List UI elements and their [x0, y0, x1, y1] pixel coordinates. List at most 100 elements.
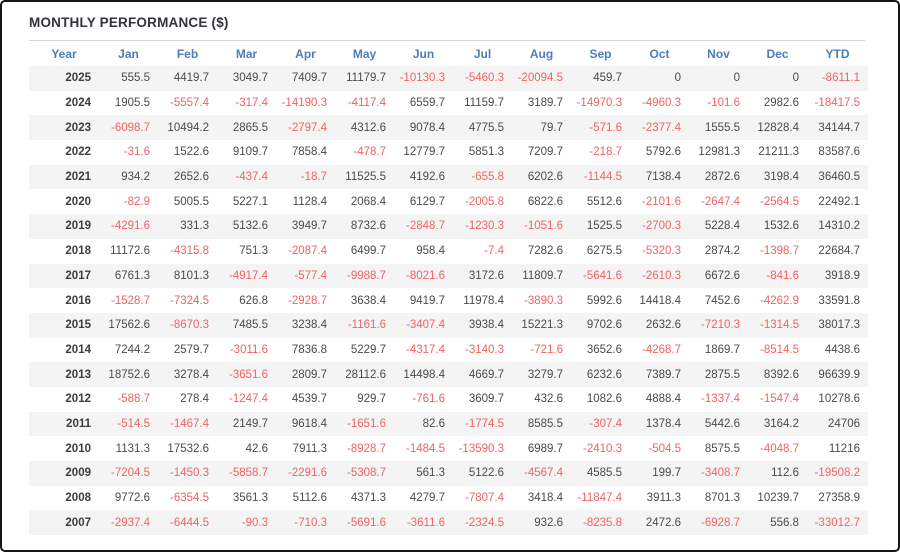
month-value-cell: 10494.2: [158, 115, 217, 140]
month-value-cell: 7244.2: [99, 338, 158, 363]
year-cell: 2008: [29, 486, 99, 511]
month-value-cell: 561.3: [394, 461, 453, 486]
month-value-cell: 9772.6: [99, 486, 158, 511]
ytd-cell: 11216: [807, 436, 868, 461]
month-value-cell: 7836.8: [276, 338, 335, 363]
month-value-cell: -4317.4: [394, 338, 453, 363]
table-row-2021: 2021934.22652.6-437.4-18.711525.54192.6-…: [29, 165, 868, 190]
month-value-cell: 5227.1: [217, 189, 276, 214]
ytd-cell: 24706: [807, 412, 868, 437]
table-row-2015: 201517562.6-8670.37485.53238.4-1161.6-34…: [29, 313, 868, 338]
year-cell: 2015: [29, 313, 99, 338]
column-header-apr: Apr: [276, 41, 335, 66]
ytd-cell: 22684.7: [807, 239, 868, 264]
month-value-cell: -5557.4: [158, 91, 217, 116]
month-value-cell: -4960.3: [630, 91, 689, 116]
table-row-2025: 2025555.54419.73049.77409.711179.7-10130…: [29, 66, 868, 91]
month-value-cell: -307.4: [571, 412, 630, 437]
month-value-cell: 1555.5: [689, 115, 748, 140]
ytd-cell: 22492.1: [807, 189, 868, 214]
ytd-cell: 36460.5: [807, 165, 868, 190]
ytd-cell: -19508.2: [807, 461, 868, 486]
month-value-cell: 15221.3: [512, 313, 571, 338]
column-header-nov: Nov: [689, 41, 748, 66]
month-value-cell: 3652.6: [571, 338, 630, 363]
month-value-cell: 4371.3: [335, 486, 394, 511]
table-row-2016: 2016-1528.7-7324.5626.8-2928.73638.49419…: [29, 288, 868, 313]
year-cell: 2011: [29, 412, 99, 437]
month-value-cell: 11159.7: [453, 91, 512, 116]
month-value-cell: -577.4: [276, 264, 335, 289]
month-value-cell: 12828.4: [748, 115, 807, 140]
month-value-cell: 8585.5: [512, 412, 571, 437]
month-value-cell: 9618.4: [276, 412, 335, 437]
month-value-cell: 1131.3: [99, 436, 158, 461]
table-row-2011: 2011-514.5-1467.42149.79618.4-1651.682.6…: [29, 412, 868, 437]
month-value-cell: -2377.4: [630, 115, 689, 140]
ytd-cell: 33591.8: [807, 288, 868, 313]
month-value-cell: 9078.4: [394, 115, 453, 140]
month-value-cell: -8670.3: [158, 313, 217, 338]
month-value-cell: 28112.6: [335, 362, 394, 387]
month-value-cell: 5512.6: [571, 189, 630, 214]
ytd-cell: 38017.3: [807, 313, 868, 338]
month-value-cell: 2872.6: [689, 165, 748, 190]
month-value-cell: 3609.7: [453, 387, 512, 412]
year-cell: 2022: [29, 140, 99, 165]
month-value-cell: 0: [689, 66, 748, 91]
month-value-cell: -5308.7: [335, 461, 394, 486]
month-value-cell: 3561.3: [217, 486, 276, 511]
month-value-cell: 1128.4: [276, 189, 335, 214]
month-value-cell: -3140.3: [453, 338, 512, 363]
month-value-cell: 5005.5: [158, 189, 217, 214]
month-value-cell: -8928.7: [335, 436, 394, 461]
month-value-cell: 1525.5: [571, 214, 630, 239]
month-value-cell: -478.7: [335, 140, 394, 165]
monthly-performance-table: YearJanFebMarAprMayJunJulAugSepOctNovDec…: [29, 41, 868, 535]
month-value-cell: 751.3: [217, 239, 276, 264]
month-value-cell: -4262.9: [748, 288, 807, 313]
month-value-cell: -4567.4: [512, 461, 571, 486]
ytd-cell: -33012.7: [807, 510, 868, 535]
month-value-cell: 0: [748, 66, 807, 91]
month-value-cell: -1450.3: [158, 461, 217, 486]
month-value-cell: 8101.3: [158, 264, 217, 289]
month-value-cell: 3911.3: [630, 486, 689, 511]
month-value-cell: 2579.7: [158, 338, 217, 363]
month-value-cell: 4775.5: [453, 115, 512, 140]
page-title: MONTHLY PERFORMANCE ($): [29, 15, 865, 41]
table-row-2024: 20241905.5-5557.4-317.4-14190.3-4117.465…: [29, 91, 868, 116]
month-value-cell: 6822.6: [512, 189, 571, 214]
month-value-cell: -1144.5: [571, 165, 630, 190]
column-header-oct: Oct: [630, 41, 689, 66]
year-cell: 2019: [29, 214, 99, 239]
month-value-cell: -82.9: [99, 189, 158, 214]
month-value-cell: 7282.6: [512, 239, 571, 264]
month-value-cell: -4315.8: [158, 239, 217, 264]
month-value-cell: -514.5: [99, 412, 158, 437]
month-value-cell: 8575.5: [689, 436, 748, 461]
month-value-cell: 2865.5: [217, 115, 276, 140]
table-row-2020: 2020-82.95005.55227.11128.42068.46129.7-…: [29, 189, 868, 214]
month-value-cell: 11172.6: [99, 239, 158, 264]
month-value-cell: -1398.7: [748, 239, 807, 264]
column-header-jan: Jan: [99, 41, 158, 66]
month-value-cell: -14970.3: [571, 91, 630, 116]
column-header-sep: Sep: [571, 41, 630, 66]
month-value-cell: 10239.7: [748, 486, 807, 511]
month-value-cell: 1378.4: [630, 412, 689, 437]
month-value-cell: 12779.7: [394, 140, 453, 165]
month-value-cell: 1082.6: [571, 387, 630, 412]
month-value-cell: 18752.6: [99, 362, 158, 387]
month-value-cell: 7138.4: [630, 165, 689, 190]
month-value-cell: -2848.7: [394, 214, 453, 239]
year-cell: 2016: [29, 288, 99, 313]
month-value-cell: 1905.5: [99, 91, 158, 116]
month-value-cell: -437.4: [217, 165, 276, 190]
month-value-cell: 9702.6: [571, 313, 630, 338]
table-row-2022: 2022-31.61522.69109.77858.4-478.712779.7…: [29, 140, 868, 165]
month-value-cell: 11179.7: [335, 66, 394, 91]
month-value-cell: 4279.7: [394, 486, 453, 511]
month-value-cell: 5122.6: [453, 461, 512, 486]
month-value-cell: -8021.6: [394, 264, 453, 289]
